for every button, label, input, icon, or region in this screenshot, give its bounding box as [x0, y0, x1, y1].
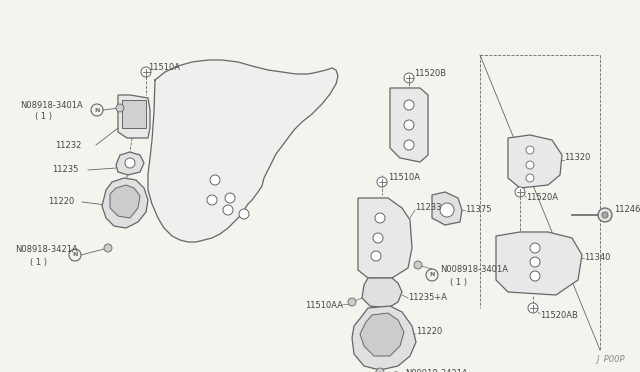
Circle shape: [371, 251, 381, 261]
Circle shape: [376, 368, 384, 372]
Circle shape: [598, 208, 612, 222]
Text: N09918-3421A: N09918-3421A: [405, 369, 468, 372]
Circle shape: [404, 100, 414, 110]
Text: 11235+A: 11235+A: [408, 294, 447, 302]
Circle shape: [207, 195, 217, 205]
Polygon shape: [110, 185, 140, 218]
Polygon shape: [362, 278, 402, 308]
Text: ( 1 ): ( 1 ): [450, 278, 467, 286]
Circle shape: [404, 120, 414, 130]
Circle shape: [530, 271, 540, 281]
Circle shape: [223, 205, 233, 215]
Circle shape: [526, 146, 534, 154]
Polygon shape: [352, 306, 416, 370]
Text: 11233: 11233: [415, 203, 442, 212]
Circle shape: [526, 174, 534, 182]
Text: N: N: [94, 108, 100, 112]
Text: ( 1 ): ( 1 ): [35, 112, 52, 121]
Text: 11340: 11340: [584, 253, 611, 263]
Text: 11220: 11220: [48, 198, 74, 206]
Text: 11220: 11220: [416, 327, 442, 337]
Polygon shape: [432, 192, 462, 225]
Circle shape: [530, 243, 540, 253]
Circle shape: [404, 73, 414, 83]
Text: 11520A: 11520A: [526, 193, 558, 202]
Circle shape: [404, 140, 414, 150]
Text: 11520B: 11520B: [414, 70, 446, 78]
Circle shape: [116, 104, 124, 112]
Circle shape: [210, 175, 220, 185]
Circle shape: [225, 193, 235, 203]
Circle shape: [375, 213, 385, 223]
Text: 11320: 11320: [564, 154, 590, 163]
Circle shape: [528, 303, 538, 313]
Text: N: N: [72, 253, 77, 257]
Polygon shape: [390, 88, 428, 162]
Text: ( 1 ): ( 1 ): [30, 257, 47, 266]
Text: 11510A: 11510A: [148, 64, 180, 73]
Text: 11520AB: 11520AB: [540, 311, 578, 320]
Circle shape: [141, 67, 151, 77]
Circle shape: [530, 257, 540, 267]
Text: 11510AA: 11510AA: [305, 301, 343, 310]
Polygon shape: [148, 60, 338, 242]
Text: N: N: [429, 273, 435, 278]
Text: N08918-3421A: N08918-3421A: [15, 246, 77, 254]
Circle shape: [125, 158, 135, 168]
Circle shape: [373, 233, 383, 243]
Circle shape: [104, 244, 112, 252]
Text: N08918-3401A: N08918-3401A: [20, 100, 83, 109]
Polygon shape: [102, 178, 148, 228]
Circle shape: [526, 161, 534, 169]
Text: 11232: 11232: [55, 141, 81, 150]
Circle shape: [377, 177, 387, 187]
Circle shape: [515, 187, 525, 197]
Circle shape: [440, 203, 454, 217]
Polygon shape: [508, 135, 562, 188]
Polygon shape: [496, 232, 582, 295]
Polygon shape: [360, 313, 404, 356]
Polygon shape: [122, 100, 146, 128]
Circle shape: [348, 298, 356, 306]
Circle shape: [239, 209, 249, 219]
Text: N008918-3401A: N008918-3401A: [440, 266, 508, 275]
Text: 11235: 11235: [52, 166, 78, 174]
Polygon shape: [116, 152, 144, 175]
Circle shape: [602, 212, 608, 218]
Text: J  P00P: J P00P: [596, 356, 625, 365]
Text: 11246N: 11246N: [614, 205, 640, 215]
Text: 11375: 11375: [465, 205, 492, 215]
Circle shape: [414, 261, 422, 269]
Text: 11510A: 11510A: [388, 173, 420, 183]
Polygon shape: [358, 198, 412, 278]
Polygon shape: [118, 95, 150, 138]
